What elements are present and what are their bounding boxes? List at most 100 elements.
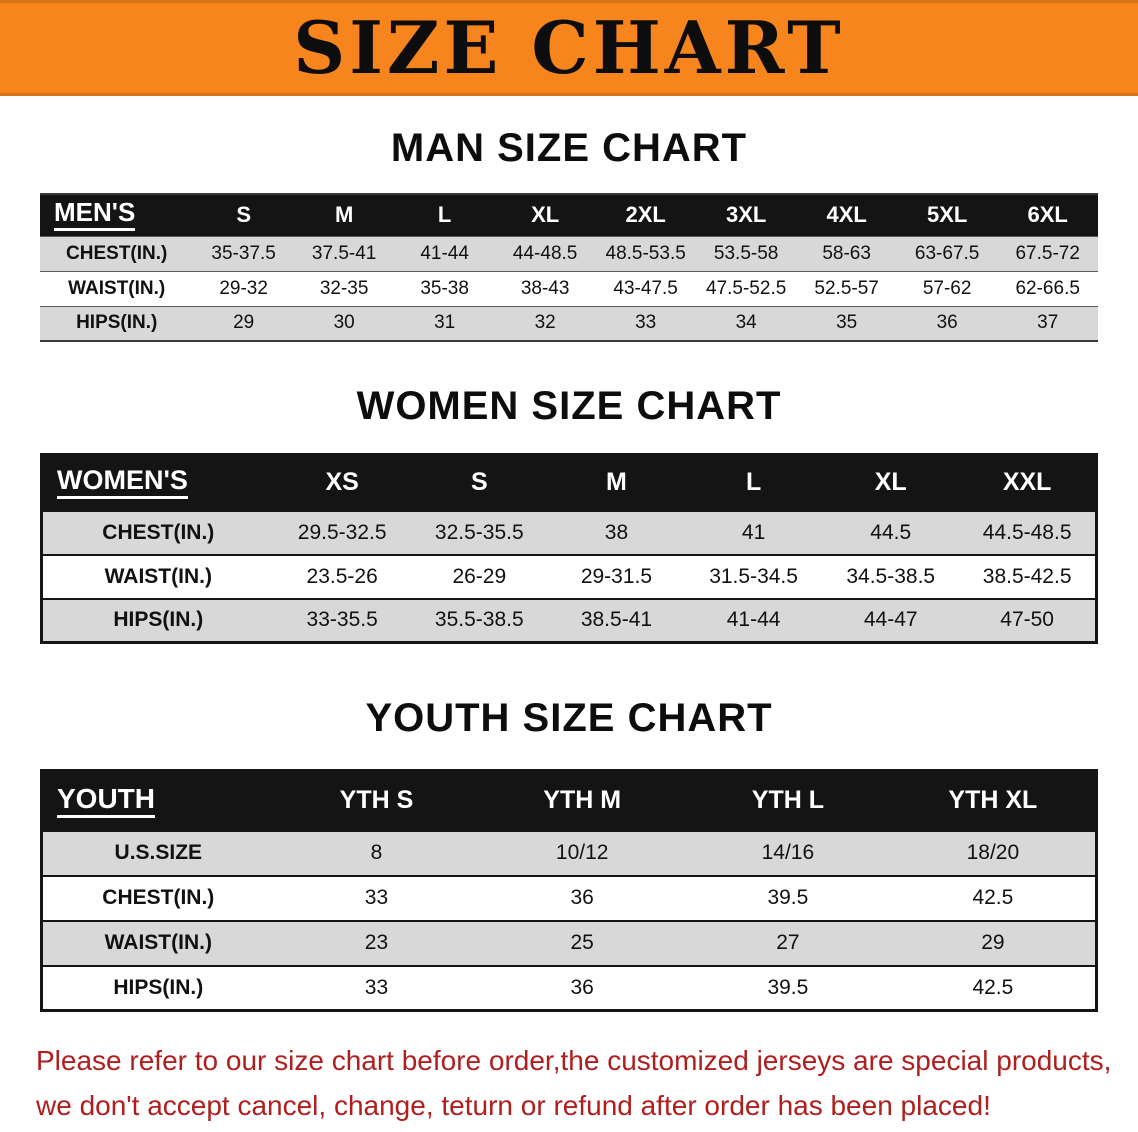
men-section: MAN SIZE CHART MEN'S S M L XL 2XL 3XL 4XL 5XL 6XL… (0, 126, 1138, 342)
size-value: 38.5-42.5 (982, 564, 1072, 588)
table-title-cell: WOMEN'S (41, 454, 274, 511)
size-value: 33 (364, 975, 389, 999)
size-column-header: 3XL (695, 194, 797, 236)
table-title: MEN'S (54, 198, 136, 232)
table-title-cell: YOUTH (41, 770, 274, 831)
size-value: 34.5-38.5 (846, 564, 936, 588)
size-value: 39.5 (767, 886, 809, 909)
men-table-wrap: MEN'S S M L XL 2XL 3XL 4XL 5XL 6XL CHEST(IN.) 35-37… (40, 193, 1098, 342)
size-value: 67.5-72 (1015, 242, 1080, 264)
size-column-header: XL (494, 194, 596, 236)
size-column-header: L (394, 194, 495, 236)
size-value: 8 (370, 841, 383, 864)
footer-notice: Please refer to our size chart before or… (0, 1038, 1138, 1129)
size-value: 29-32 (219, 277, 268, 299)
size-column-header: YTH M (479, 770, 686, 831)
size-column-header: XL (822, 454, 960, 511)
size-value: 63-67.5 (914, 242, 980, 264)
table-title-cell: MEN'S (40, 194, 194, 236)
size-value: 38 (604, 520, 629, 544)
size-value: 35-38 (420, 277, 469, 299)
row-label: WAIST(IN.) (104, 564, 212, 588)
notice-line-1: Please refer to our size chart before or… (36, 1045, 1112, 1076)
women-section: WOMEN SIZE CHART WOMEN'S XS S M L XL XXL CHEST(… (0, 384, 1138, 644)
size-column-header: YTH S (273, 770, 480, 831)
size-value: 44-47 (863, 608, 918, 632)
table-title: YOUTH (57, 783, 155, 818)
size-value: 29 (981, 931, 1005, 954)
size-value: 14/16 (761, 841, 815, 864)
header-row: WOMEN'S XS S M L XL XXL (41, 454, 1097, 511)
size-value: 27 (776, 931, 800, 954)
size-value: 26-29 (452, 564, 507, 588)
size-value: 43-47.5 (613, 277, 678, 299)
table-row: WAIST(IN.) 23 25 27 29 (41, 920, 1097, 966)
size-value: 41 (741, 520, 766, 544)
row-label: CHEST(IN.) (102, 520, 215, 544)
size-column-header: YTH L (685, 770, 891, 831)
size-value: 33 (364, 886, 389, 909)
size-value: 33 (635, 312, 657, 334)
banner: SIZE CHART (0, 0, 1138, 96)
size-value: 30 (333, 312, 355, 334)
table-row: U.S.SIZE 8 10/12 14/16 18/20 (41, 830, 1097, 876)
table-title: WOMEN'S (57, 466, 188, 500)
size-value: 37.5-41 (311, 242, 377, 264)
size-value: 23.5-26 (306, 564, 378, 588)
size-column-header: 2XL (595, 194, 696, 236)
size-value: 23 (364, 931, 389, 954)
youth-size-table: YOUTH YTH S YTH M YTH L YTH XL U.S.SIZE 8 10/12… (40, 769, 1098, 1012)
size-value: 35-37.5 (211, 242, 276, 264)
women-table-wrap: WOMEN'S XS S M L XL XXL CHEST(IN.) 29.5-32.5 32.5… (40, 453, 1098, 644)
men-heading: MAN SIZE CHART (390, 126, 748, 170)
size-value: 38-43 (520, 277, 570, 299)
women-size-table: WOMEN'S XS S M L XL XXL CHEST(IN.) 29.5-32.5 32.5… (40, 453, 1098, 644)
size-value: 57-62 (922, 277, 972, 299)
size-value: 53.5-58 (713, 242, 779, 264)
size-value: 47.5-52.5 (706, 277, 787, 299)
size-value: 37 (1037, 312, 1059, 334)
size-column-header: L (685, 454, 823, 511)
size-value: 31.5-34.5 (709, 564, 798, 588)
youth-heading: YOUTH SIZE CHART (365, 696, 773, 740)
size-value: 34 (735, 312, 757, 334)
size-value: 31 (434, 312, 456, 334)
size-column-header: M (293, 194, 395, 236)
size-value: 29 (233, 312, 255, 334)
size-value: 38.5-41 (580, 608, 653, 632)
size-column-header: XS (273, 454, 411, 511)
size-value: 29.5-32.5 (297, 520, 387, 544)
women-heading: WOMEN SIZE CHART (356, 384, 782, 428)
size-value: 18/20 (966, 841, 1020, 864)
size-column-header: M (547, 454, 686, 511)
size-value: 47-50 (1000, 608, 1054, 632)
size-value: 32-35 (319, 277, 369, 299)
size-value: 29-31.5 (580, 564, 653, 588)
table-row: WAIST(IN.) 23.5-26 26-29 29-31.5 31.5-34.5 34… (41, 554, 1097, 599)
table-row: CHEST(IN.) 33 36 39.5 42.5 (41, 875, 1097, 921)
size-value: 52.5-57 (814, 277, 879, 299)
size-column-header: 6XL (997, 194, 1098, 236)
row-label: U.S.SIZE (114, 841, 203, 864)
size-value: 41-44 (726, 608, 781, 632)
size-value: 32.5-35.5 (434, 520, 524, 544)
size-value: 32 (534, 312, 556, 334)
table-row: HIPS(IN.) 33 36 39.5 42.5 (41, 965, 1097, 1011)
size-column-header: S (193, 194, 294, 236)
table-row: HIPS(IN.) 29 30 31 32 33 34 35 36 37 (40, 306, 1098, 341)
size-value: 44-48.5 (512, 242, 578, 264)
size-value: 35.5-38.5 (434, 608, 524, 632)
size-column-header: YTH XL (890, 770, 1097, 831)
men-size-table: MEN'S S M L XL 2XL 3XL 4XL 5XL 6XL CHEST(IN.) 35-37… (40, 193, 1098, 342)
youth-section: YOUTH SIZE CHART YOUTH YTH S YTH M YTH L YTH… (0, 696, 1138, 1012)
size-column-header: S (410, 454, 548, 511)
size-value: 36 (570, 886, 594, 909)
row-label: CHEST(IN.) (66, 242, 168, 264)
size-column-header: 4XL (796, 194, 897, 236)
row-label: CHEST(IN.) (102, 886, 215, 909)
size-value: 42.5 (972, 886, 1014, 909)
size-value: 44.5 (870, 520, 912, 544)
size-value: 44.5-48.5 (982, 520, 1072, 544)
size-value: 25 (570, 931, 594, 954)
